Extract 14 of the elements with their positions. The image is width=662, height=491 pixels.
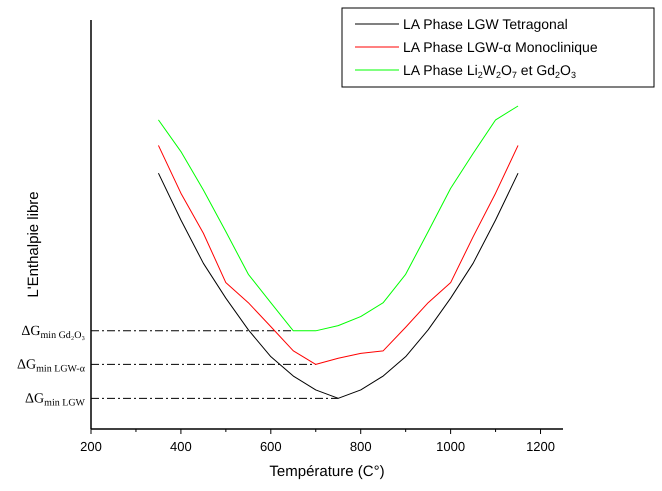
x-tick-label: 600 <box>260 439 282 454</box>
y-axis-title: L'Enthalpie libre <box>25 191 42 298</box>
x-tick-label: 1000 <box>436 439 466 454</box>
x-tick-label: 400 <box>170 439 192 454</box>
x-axis-title: Température (C°) <box>269 463 385 480</box>
x-tick-label: 200 <box>80 439 102 454</box>
ref-line-label: ΔG$_{min Gd₂O₃}$ <box>21 324 85 341</box>
x-tick-label: 1200 <box>526 439 555 454</box>
legend-label: LA Phase LGW Tetragonal <box>403 16 568 32</box>
legend-label: LA Phase LGW-α Monoclinique <box>403 39 598 55</box>
text: LA Phase Li$_{2}$W$_{2}$O$_{7}$ et Gd$_{2}$O$_{3}$ <box>403 62 576 80</box>
ref-line-label: ΔG$_{min LGW}$ <box>25 391 86 408</box>
ref-line-label: ΔG$_{min LGW-α}$ <box>17 357 86 374</box>
x-tick-label: 800 <box>350 439 372 454</box>
